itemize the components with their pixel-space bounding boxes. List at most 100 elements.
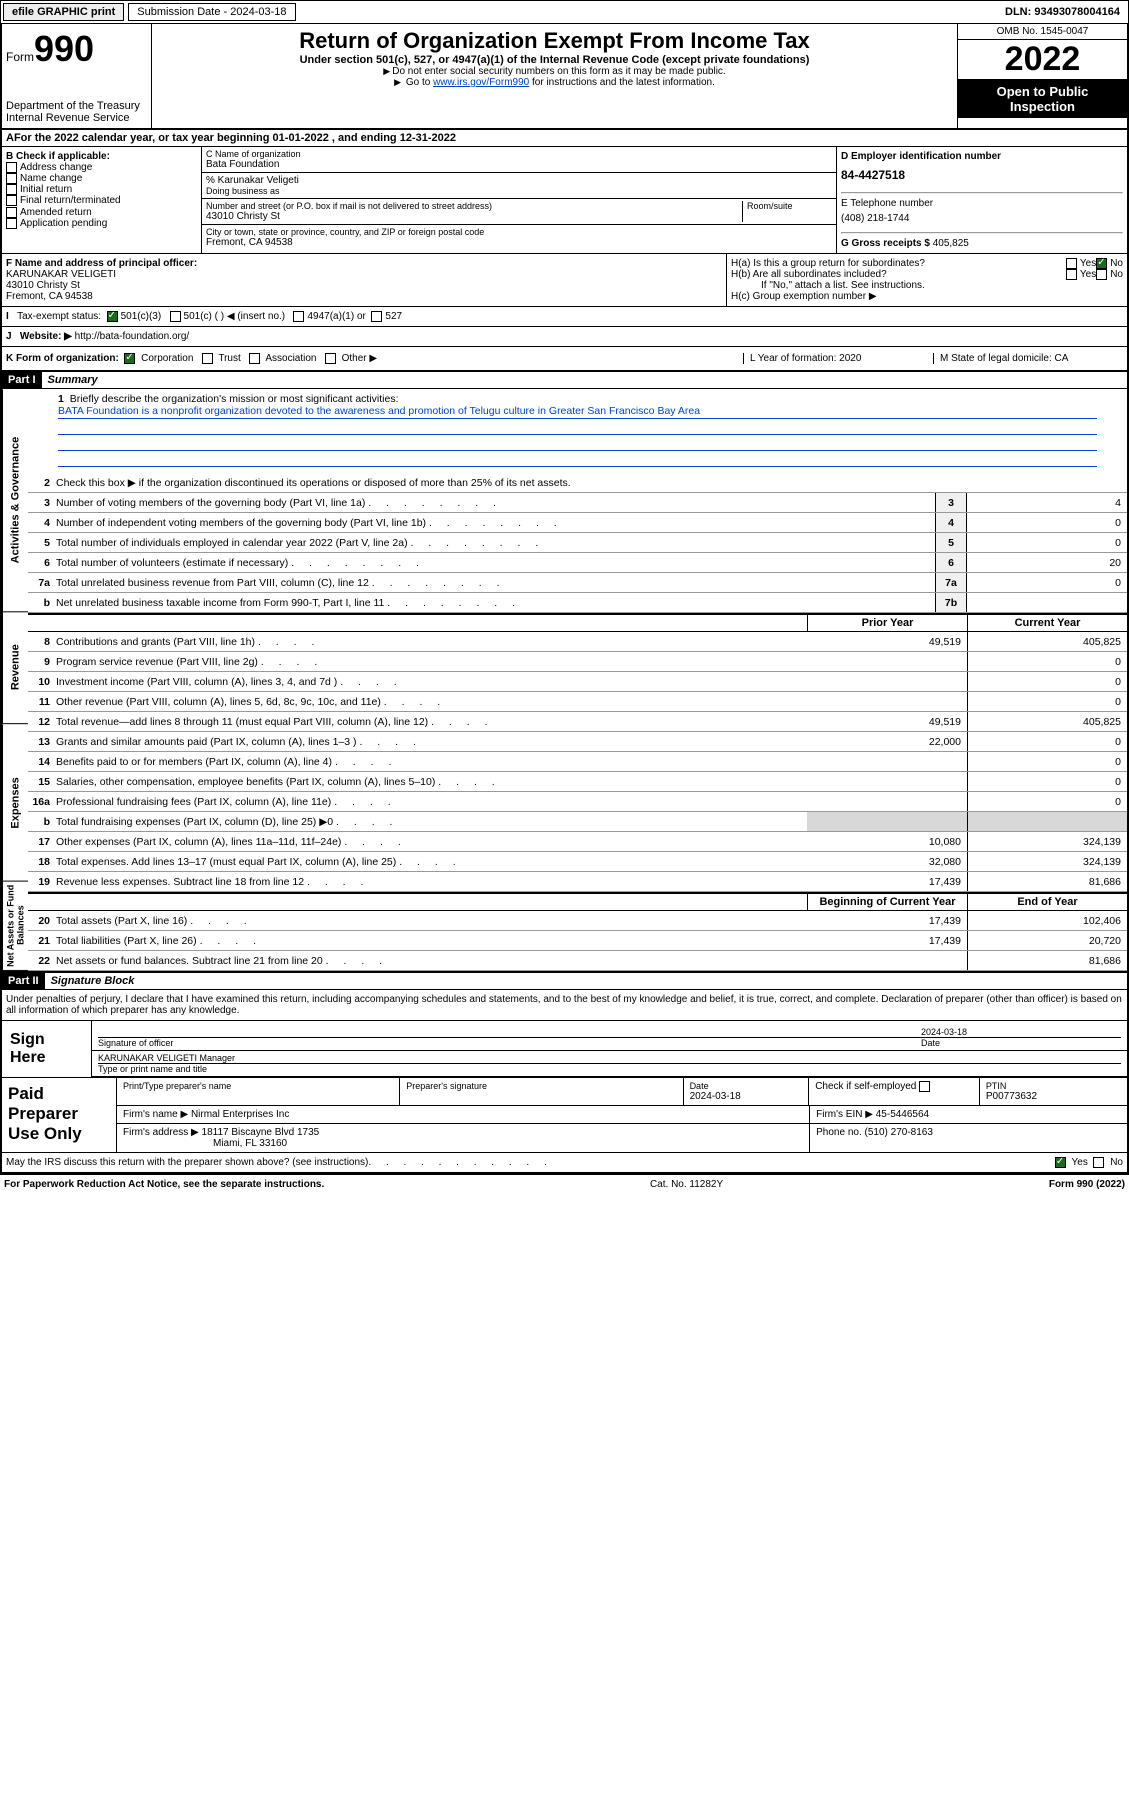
line-22: 22Net assets or fund balances. Subtract … xyxy=(28,951,1127,971)
ein: 84-4427518 xyxy=(841,162,1123,188)
mission-text: BATA Foundation is a nonprofit organizat… xyxy=(58,405,1097,419)
officer-addr2: Fremont, CA 94538 xyxy=(6,291,722,302)
summary-line-4: 4Number of independent voting members of… xyxy=(28,513,1127,533)
cb-Ha-no[interactable] xyxy=(1096,258,1107,269)
summary-line-5: 5Total number of individuals employed in… xyxy=(28,533,1127,553)
open-inspection: Open to PublicInspection xyxy=(958,80,1127,118)
line-16a: 16aProfessional fundraising fees (Part I… xyxy=(28,792,1127,812)
paid-preparer-label: Paid Preparer Use Only xyxy=(2,1078,117,1152)
note-ssn: Do not enter social security numbers on … xyxy=(160,66,949,77)
header-mid: Return of Organization Exempt From Incom… xyxy=(152,24,957,128)
cb-initial-return[interactable] xyxy=(6,184,17,195)
firm-phone: (510) 270-8163 xyxy=(865,1127,933,1138)
efile-print-button[interactable]: efile GRAPHIC print xyxy=(3,3,124,21)
line-19: 19Revenue less expenses. Subtract line 1… xyxy=(28,872,1127,892)
block-J: J Website: ▶ http://bata-foundation.org/ xyxy=(0,327,1129,347)
cb-527[interactable] xyxy=(371,311,382,322)
signature-block: Under penalties of perjury, I declare th… xyxy=(0,990,1129,1174)
firm-ein: 45-5446564 xyxy=(876,1109,929,1120)
line-9: 9Program service revenue (Part VIII, lin… xyxy=(28,652,1127,672)
cb-discuss-no[interactable] xyxy=(1093,1157,1104,1168)
tab-activities: Activities & Governance xyxy=(2,389,28,612)
preparer-date: 2024-03-18 xyxy=(690,1091,803,1102)
line-1: 1 Briefly describe the organization's mi… xyxy=(28,389,1127,473)
year-formation: L Year of formation: 2020 xyxy=(743,353,933,364)
irs-link[interactable]: www.irs.gov/Form990 xyxy=(433,77,529,88)
submission-date: Submission Date - 2024-03-18 xyxy=(128,3,295,21)
cb-self-employed[interactable] xyxy=(919,1081,930,1092)
header-right: OMB No. 1545-0047 2022 Open to PublicIns… xyxy=(957,24,1127,128)
cb-final-return[interactable] xyxy=(6,195,17,206)
cb-trust[interactable] xyxy=(202,353,213,364)
line-8: 8Contributions and grants (Part VIII, li… xyxy=(28,632,1127,652)
firm-addr2: Miami, FL 33160 xyxy=(213,1138,287,1149)
cb-501c[interactable] xyxy=(170,311,181,322)
summary-line-b: bNet unrelated business taxable income f… xyxy=(28,593,1127,613)
netassets-header: Beginning of Current Year End of Year xyxy=(28,892,1127,911)
gross-receipts: 405,825 xyxy=(933,238,969,249)
city-state-zip: Fremont, CA 94538 xyxy=(206,237,832,248)
cb-4947[interactable] xyxy=(293,311,304,322)
page-footer: For Paperwork Reduction Act Notice, see … xyxy=(0,1174,1129,1194)
tab-netassets: Net Assets or Fund Balances xyxy=(2,881,28,971)
phone: (408) 218-1744 xyxy=(841,209,1123,228)
cb-501c3[interactable] xyxy=(107,311,118,322)
line-10: 10Investment income (Part VIII, column (… xyxy=(28,672,1127,692)
form-id-footer: Form 990 (2022) xyxy=(1049,1179,1125,1190)
summary-line-7a: 7aTotal unrelated business revenue from … xyxy=(28,573,1127,593)
part-I-body: Activities & Governance Revenue Expenses… xyxy=(0,389,1129,973)
form-title: Return of Organization Exempt From Incom… xyxy=(160,28,949,54)
line-14: 14Benefits paid to or for members (Part … xyxy=(28,752,1127,772)
ptin: P00773632 xyxy=(986,1091,1121,1102)
sig-date: 2024-03-18 xyxy=(921,1027,1121,1037)
line-12: 12Total revenue—add lines 8 through 11 (… xyxy=(28,712,1127,732)
officer-name: KARUNAKAR VELIGETI xyxy=(6,269,722,280)
cb-Hb-no[interactable] xyxy=(1096,269,1107,280)
cb-Ha-yes[interactable] xyxy=(1066,258,1077,269)
tax-year: 2022 xyxy=(958,40,1127,80)
line-13: 13Grants and similar amounts paid (Part … xyxy=(28,732,1127,752)
tab-revenue: Revenue xyxy=(2,612,28,724)
state-domicile: M State of legal domicile: CA xyxy=(933,353,1123,364)
block-KLM: K Form of organization: Corporation Trus… xyxy=(0,347,1129,372)
summary-line-3: 3Number of voting members of the governi… xyxy=(28,493,1127,513)
cb-Hb-yes[interactable] xyxy=(1066,269,1077,280)
dln: DLN: 93493078004164 xyxy=(997,4,1128,20)
top-toolbar: efile GRAPHIC print Submission Date - 20… xyxy=(0,0,1129,24)
omb-number: OMB No. 1545-0047 xyxy=(958,24,1127,40)
cb-name-change[interactable] xyxy=(6,173,17,184)
form-subtitle: Under section 501(c), 527, or 4947(a)(1)… xyxy=(160,54,949,66)
line-21: 21Total liabilities (Part X, line 26) . … xyxy=(28,931,1127,951)
line-17: 17Other expenses (Part IX, column (A), l… xyxy=(28,832,1127,852)
cb-amended[interactable] xyxy=(6,207,17,218)
cb-assoc[interactable] xyxy=(249,353,260,364)
part-I-header: Part ISummary xyxy=(0,372,1129,389)
room-suite-label: Room/suite xyxy=(742,201,832,222)
line-15: 15Salaries, other compensation, employee… xyxy=(28,772,1127,792)
cb-discuss-yes[interactable] xyxy=(1055,1157,1066,1168)
firm-name: Nirmal Enterprises Inc xyxy=(191,1109,289,1120)
form-prefix: Form xyxy=(6,50,34,64)
firm-addr1: 18117 Biscayne Blvd 1735 xyxy=(202,1127,320,1138)
cb-corp[interactable] xyxy=(124,353,135,364)
org-name: Bata Foundation xyxy=(206,159,832,170)
block-BCD: B Check if applicable: Address change Na… xyxy=(0,147,1129,254)
tab-expenses: Expenses xyxy=(2,725,28,882)
col-F: F Name and address of principal officer:… xyxy=(2,254,727,306)
cb-app-pending[interactable] xyxy=(6,218,17,229)
website[interactable]: http://bata-foundation.org/ xyxy=(75,331,190,342)
form-header: Form990 Department of the Treasury Inter… xyxy=(0,24,1129,130)
summary-line-6: 6Total number of volunteers (estimate if… xyxy=(28,553,1127,573)
street-address: 43010 Christy St xyxy=(206,211,742,222)
col-D: D Employer identification number 84-4427… xyxy=(837,147,1127,253)
sign-here-label: Sign Here xyxy=(2,1021,92,1077)
block-FH: F Name and address of principal officer:… xyxy=(0,254,1129,307)
form-number: 990 xyxy=(34,28,94,69)
header-left: Form990 Department of the Treasury Inter… xyxy=(2,24,152,128)
officer-addr1: 43010 Christy St xyxy=(6,280,722,291)
cb-other[interactable] xyxy=(325,353,336,364)
care-of: % Karunakar Veligeti xyxy=(206,175,832,186)
cat-no: Cat. No. 11282Y xyxy=(324,1179,1049,1190)
cb-address-change[interactable] xyxy=(6,162,17,173)
block-I: I Tax-exempt status: 501(c)(3) 501(c) ( … xyxy=(0,307,1129,327)
